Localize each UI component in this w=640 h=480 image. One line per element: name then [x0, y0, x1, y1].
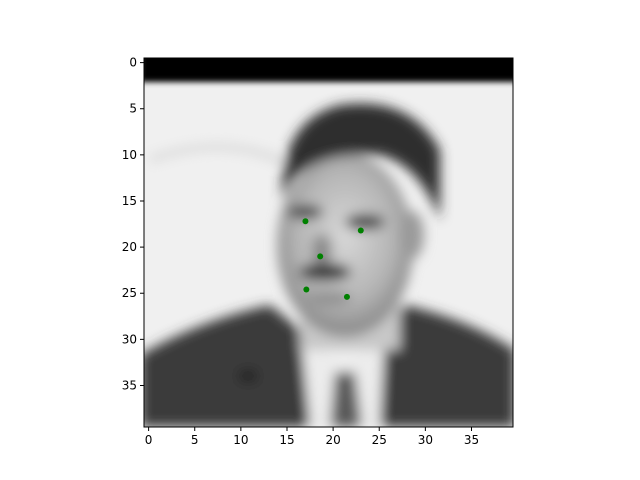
x-tick-label: 5 — [191, 433, 199, 447]
y-tick-label: 5 — [129, 102, 137, 116]
y-tick-label: 35 — [122, 378, 137, 392]
suit-left — [144, 305, 320, 427]
x-tick-label: 10 — [233, 433, 248, 447]
hair — [281, 103, 440, 220]
x-tick-label: 35 — [464, 433, 479, 447]
y-tick-label: 10 — [122, 148, 137, 162]
tie — [330, 372, 362, 427]
x-tick-label: 30 — [418, 433, 433, 447]
landmark-point — [343, 293, 350, 300]
landmark-point — [317, 253, 324, 260]
face — [277, 153, 413, 337]
y-tick-label: 15 — [122, 194, 137, 208]
landmark-point — [357, 227, 364, 234]
y-tick-label: 20 — [122, 240, 137, 254]
axes-ticks: 0 5 10 15 20 25 30 35 0 5 10 15 20 25 30 35 — [122, 56, 479, 447]
x-tick-label: 15 — [279, 433, 294, 447]
mustache — [299, 263, 351, 281]
image-top-band — [144, 58, 513, 82]
image-panel — [144, 58, 513, 427]
landmark-points — [302, 218, 364, 300]
y-tick-label: 0 — [129, 56, 137, 70]
y-tick-label: 30 — [122, 332, 137, 346]
x-tick-label: 0 — [145, 433, 153, 447]
y-tick-label: 25 — [122, 286, 137, 300]
x-tick-label: 25 — [372, 433, 387, 447]
landmark-point — [303, 286, 310, 293]
plot-frame — [143, 57, 514, 428]
x-tick-label: 20 — [325, 433, 340, 447]
landmark-point — [302, 218, 309, 225]
